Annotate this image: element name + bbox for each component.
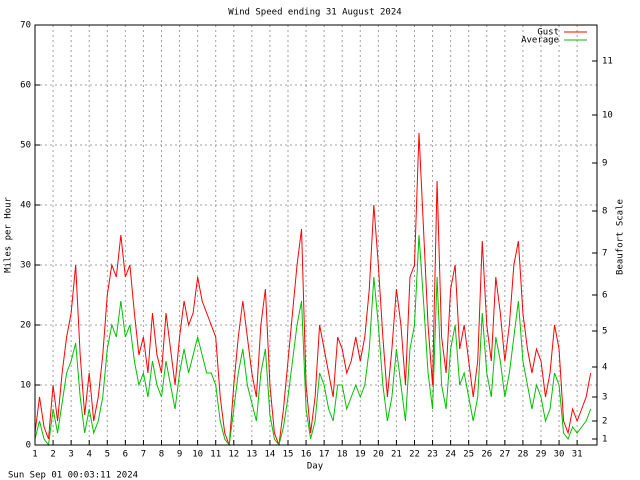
legend-label: Average: [521, 36, 559, 46]
y-tick-label: 50: [20, 141, 31, 151]
y2-axis-label: Beaufort Scale: [616, 199, 626, 275]
x-tick-label: 17: [319, 450, 330, 460]
y-tick-label: 40: [20, 201, 31, 211]
y-tick-label: 20: [20, 321, 31, 331]
y2-tick-label: 10: [602, 111, 613, 121]
x-tick-label: 18: [337, 450, 348, 460]
x-tick-label: 12: [228, 450, 239, 460]
x-tick-label: 2: [50, 450, 55, 460]
y2-tick-label: 7: [602, 249, 607, 259]
x-tick-label: 24: [445, 450, 456, 460]
x-tick-label: 30: [554, 450, 565, 460]
timestamp: Sun Sep 01 00:03:11 2024: [8, 471, 138, 480]
series-line: [34, 234, 592, 447]
x-tick-label: 11: [210, 450, 221, 460]
x-tick-label: 21: [391, 450, 402, 460]
y-axis-label: Miles per Hour: [4, 196, 14, 272]
x-tick-label: 22: [409, 450, 420, 460]
y-tick-label: 30: [20, 261, 31, 271]
legend-label: Gust: [537, 28, 559, 38]
x-tick-label: 16: [301, 450, 312, 460]
x-tick-label: 9: [177, 450, 182, 460]
x-tick-label: 20: [373, 450, 384, 460]
x-tick-label: 27: [499, 450, 510, 460]
x-tick-label: 1: [32, 450, 37, 460]
x-axis-label: Day: [307, 462, 324, 472]
y2-tick-label: 2: [602, 417, 607, 427]
y2-tick-label: 6: [602, 291, 607, 301]
y-tick-label: 60: [20, 81, 31, 91]
x-tick-label: 25: [463, 450, 474, 460]
y2-tick-label: 1: [602, 435, 607, 445]
x-tick-label: 26: [481, 450, 492, 460]
y2-tick-label: 4: [602, 363, 607, 373]
x-tick-label: 13: [246, 450, 257, 460]
x-tick-label: 6: [123, 450, 128, 460]
x-tick-label: 31: [572, 450, 583, 460]
plot-border: [34, 24, 598, 446]
x-tick-label: 10: [192, 450, 203, 460]
y2-tick-label: 11: [602, 57, 613, 67]
y2-tick-label: 3: [602, 393, 607, 403]
x-tick-label: 19: [355, 450, 366, 460]
x-tick-label: 3: [68, 450, 73, 460]
y-tick-label: 0: [26, 441, 31, 451]
y2-tick-label: 5: [602, 327, 607, 337]
x-tick-label: 29: [536, 450, 547, 460]
x-tick-label: 5: [105, 450, 110, 460]
y-tick-label: 10: [20, 381, 31, 391]
x-tick-label: 8: [159, 450, 164, 460]
chart-title: Wind Speed ending 31 August 2024: [228, 8, 401, 18]
x-tick-label: 7: [141, 450, 146, 460]
x-tick-label: 15: [283, 450, 294, 460]
x-tick-label: 23: [427, 450, 438, 460]
x-tick-label: 4: [87, 450, 92, 460]
x-tick-label: 14: [264, 450, 275, 460]
y2-tick-label: 8: [602, 207, 607, 217]
y-tick-label: 70: [20, 21, 31, 31]
y2-tick-label: 9: [602, 159, 607, 169]
series-line: [34, 132, 592, 446]
x-tick-label: 28: [517, 450, 528, 460]
